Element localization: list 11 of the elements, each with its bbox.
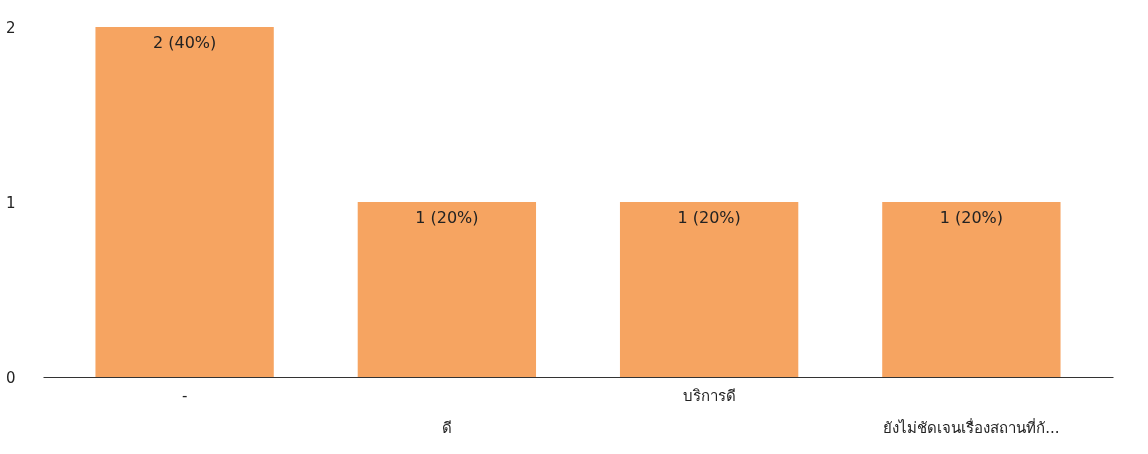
x-tick-label: ยังไม่ชัดเจนเรื่องสถานที่กั...: [883, 417, 1060, 437]
y-tick-label: 0: [5, 368, 16, 387]
x-tick-label: บริการดี: [682, 387, 736, 405]
x-tick-label: -: [181, 387, 188, 405]
data-label: 1 (20%): [415, 208, 479, 227]
x-tick-label: ดี: [441, 419, 452, 437]
data-label: 1 (20%): [939, 208, 1004, 227]
data-label: 2 (40%): [152, 33, 217, 52]
y-tick-label: 2: [5, 18, 16, 37]
data-label: 1 (20%): [677, 208, 741, 227]
y-tick-label: 1: [5, 193, 16, 212]
